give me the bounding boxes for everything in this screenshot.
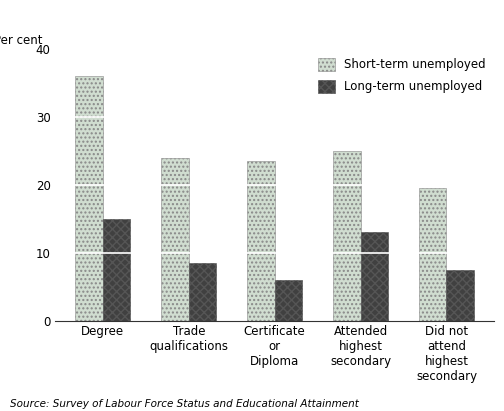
Bar [247, 161, 275, 321]
Legend: Short-term unemployed, Long-term unemployed: Short-term unemployed, Long-term unemplo… [316, 55, 488, 96]
Bar [333, 151, 360, 321]
Bar [447, 270, 474, 321]
Bar [189, 263, 216, 321]
Bar [103, 219, 131, 321]
Bar [275, 280, 302, 321]
Bar [419, 188, 447, 321]
Text: Source: Survey of Labour Force Status and Educational Attainment: Source: Survey of Labour Force Status an… [10, 399, 359, 409]
Bar [161, 158, 189, 321]
Bar [360, 233, 388, 321]
Bar [76, 76, 103, 321]
Text: Per cent: Per cent [0, 34, 42, 46]
